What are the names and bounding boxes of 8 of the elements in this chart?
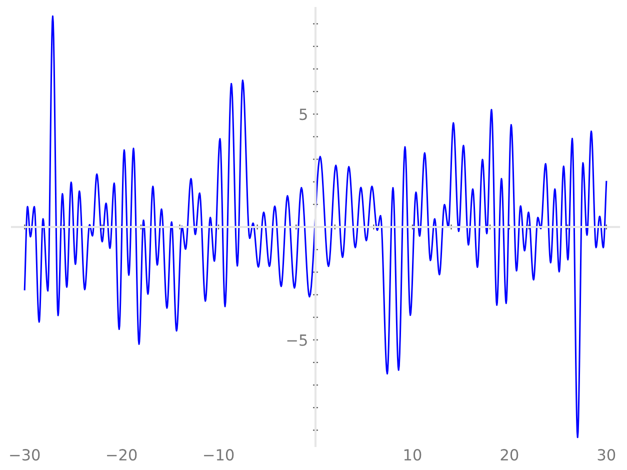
x-tick-label: 10: [404, 449, 422, 461]
y-tick-label: −5: [287, 334, 307, 346]
x-tick-label: 30: [598, 449, 616, 461]
x-tick-label: −20: [107, 449, 137, 461]
x-tick-label: −30: [10, 449, 40, 461]
x-tick-label: 20: [500, 449, 518, 461]
y-tick-label: 5: [300, 108, 307, 120]
x-tick-label: −10: [204, 449, 234, 461]
